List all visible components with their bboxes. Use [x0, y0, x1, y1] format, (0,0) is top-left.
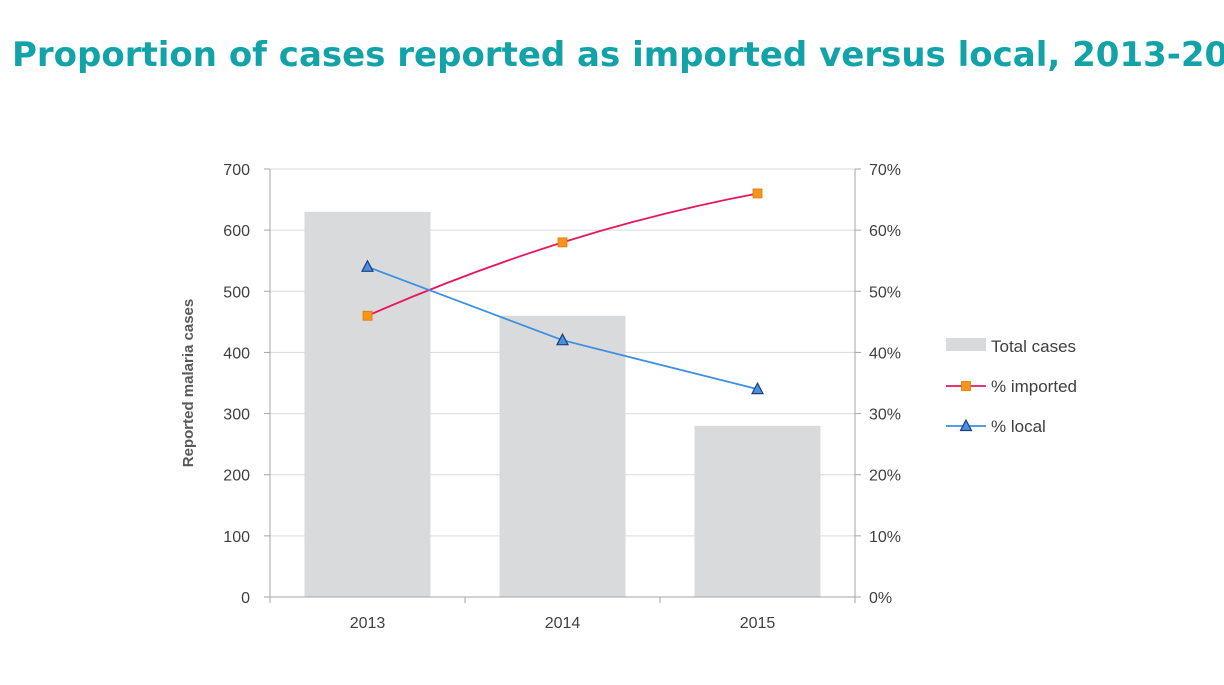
legend-label: % imported	[991, 377, 1077, 396]
y-tick-label: 700	[223, 162, 250, 179]
bar-total-cases	[694, 425, 821, 597]
line-series	[361, 188, 764, 395]
y-tick-label: 200	[223, 468, 250, 485]
axes: 0 100 200 300 400 500 600 700 0% 10% 20% 30% 40% 50% 6…	[180, 162, 901, 632]
legend: Total cases % imported % local	[946, 337, 1077, 436]
y2-tick-label: 10%	[869, 529, 901, 546]
marker-imported	[557, 237, 568, 248]
bar-total-cases	[499, 315, 626, 597]
marker-local	[556, 332, 569, 346]
marker-imported	[362, 310, 373, 321]
y2-tick-label: 70%	[869, 162, 901, 179]
y2-tick-label: 20%	[869, 468, 901, 485]
y-tick-label: 400	[223, 345, 250, 362]
x-tick-label: 2015	[740, 615, 776, 632]
legend-label: % local	[991, 417, 1046, 436]
legend-swatch-total-cases	[946, 338, 986, 351]
bar-total-cases	[304, 211, 431, 598]
chart-title: Proportion of cases reported as imported…	[12, 35, 1224, 75]
y-tick-label: 0	[241, 590, 250, 607]
x-tick-label: 2013	[350, 615, 386, 632]
y2-tick-label: 40%	[869, 345, 901, 362]
bar-series	[304, 211, 821, 598]
legend-label: Total cases	[991, 337, 1076, 356]
y-tick-label: 600	[223, 223, 250, 240]
marker-imported	[752, 188, 763, 199]
y2-tick-label: 60%	[869, 223, 901, 240]
legend-swatch-marker	[961, 381, 971, 391]
y-tick-label: 100	[223, 529, 250, 546]
x-tick-label: 2014	[545, 615, 581, 632]
y2-tick-label: 30%	[869, 407, 901, 424]
marker-local	[361, 259, 374, 272]
y2-tick-label: 0%	[869, 590, 892, 607]
legend-swatch-marker	[959, 418, 973, 432]
y-tick-label: 300	[223, 407, 250, 424]
y-tick-label: 500	[223, 284, 250, 301]
marker-local	[751, 381, 764, 395]
y2-tick-label: 50%	[869, 284, 901, 301]
y-axis-label: Reported malaria cases	[180, 299, 197, 467]
